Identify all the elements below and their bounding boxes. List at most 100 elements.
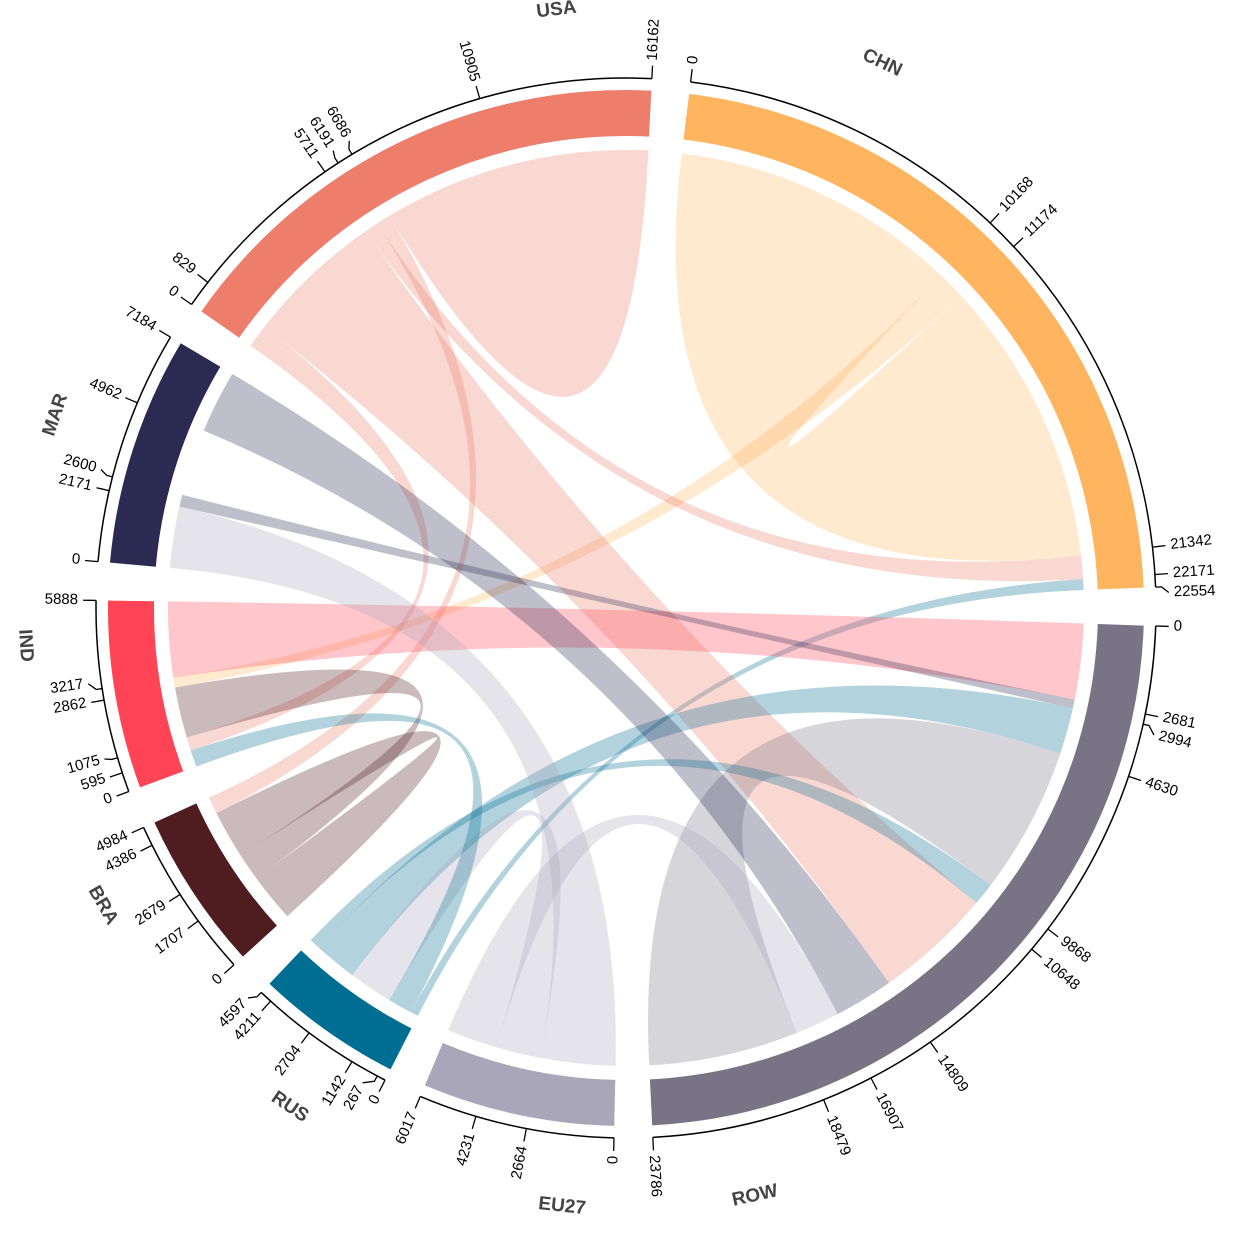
tick-mark xyxy=(471,1116,477,1129)
tick-mark xyxy=(300,1032,310,1044)
tick-mark xyxy=(870,1077,878,1090)
tick-mark xyxy=(989,213,1000,224)
tick-mark xyxy=(475,85,481,99)
axis-bra xyxy=(142,827,235,966)
chord-ind-row xyxy=(167,601,1084,700)
tick-mark xyxy=(414,1096,421,1109)
sector-tracks xyxy=(108,89,1144,1126)
sector-track-row xyxy=(649,624,1144,1126)
tick-mark xyxy=(332,150,339,164)
tick-mark xyxy=(523,1128,527,1142)
tick-label: 2994 xyxy=(1157,727,1193,751)
tick-label: 0 xyxy=(208,970,226,988)
tick-mark xyxy=(187,920,199,930)
tick-label: 11174 xyxy=(1021,201,1061,240)
tick-label: 2862 xyxy=(52,694,88,717)
tick-mark xyxy=(87,683,103,691)
tick-label: 6017 xyxy=(392,1110,421,1147)
tick-mark xyxy=(158,329,171,338)
axis-eu27 xyxy=(419,1095,614,1139)
chord-eu27-rus xyxy=(352,810,561,1058)
tick-mark xyxy=(1145,713,1159,718)
tick-label: 9868 xyxy=(1057,933,1094,967)
tick-label: 2704 xyxy=(271,1042,305,1079)
tick-label: 10905 xyxy=(456,39,484,84)
tick-label: 3217 xyxy=(49,676,84,697)
tick-mark xyxy=(1154,573,1168,576)
chord-usa-ind xyxy=(186,326,429,751)
tick-mark xyxy=(100,469,113,478)
tick-label: 10168 xyxy=(996,173,1037,215)
chord-mar-row xyxy=(179,494,1075,709)
sector-track-usa xyxy=(201,89,652,338)
sector-track-bra xyxy=(154,803,277,957)
tick-mark xyxy=(689,68,693,83)
tick-mark xyxy=(85,559,99,563)
tick-label: 0 xyxy=(365,1092,384,1107)
tick-label: 22554 xyxy=(1174,582,1216,600)
chord-eu27-mar xyxy=(169,506,616,1066)
tick-mark xyxy=(317,160,326,173)
tick-label: 4962 xyxy=(87,375,124,404)
tick-mark xyxy=(823,1099,830,1113)
axis-row xyxy=(652,625,1157,1139)
chord-rus-row xyxy=(318,685,1073,976)
tick-mark xyxy=(91,699,105,704)
tick-label: 21342 xyxy=(1169,531,1212,553)
tick-mark xyxy=(116,790,130,797)
chords-layer xyxy=(167,149,1084,1066)
sector-track-rus xyxy=(269,950,412,1070)
sector-track-mar xyxy=(109,343,221,567)
sector-track-eu27 xyxy=(424,1042,616,1126)
sector-label-chn: CHN xyxy=(859,44,905,81)
tick-label: 16162 xyxy=(644,19,663,61)
tick-mark xyxy=(1128,775,1142,782)
tick-label: 0 xyxy=(101,789,115,808)
chord-row-row xyxy=(648,718,1061,1066)
tick-label: 5888 xyxy=(45,591,79,608)
tick-label: 0 xyxy=(1173,618,1182,635)
sector-track-ind xyxy=(108,600,184,788)
chord-eu27-row xyxy=(448,814,838,1048)
tick-mark xyxy=(1155,586,1170,593)
tick-label: 14809 xyxy=(934,1051,972,1095)
tick-mark xyxy=(131,826,144,834)
tick-mark xyxy=(362,1075,378,1084)
tick-label: 23786 xyxy=(646,1155,665,1198)
axis-rus xyxy=(260,991,386,1081)
tick-label: 0 xyxy=(604,1156,621,1165)
tick-label: 18479 xyxy=(823,1113,854,1158)
tick-label: 1707 xyxy=(151,924,188,957)
axis-ind xyxy=(95,600,130,792)
axis-usa xyxy=(190,77,652,305)
sector-label-rus: RUS xyxy=(267,1087,312,1127)
tick-label: 0 xyxy=(165,282,182,301)
tick-label: 2681 xyxy=(1161,709,1197,732)
chord-bra-ind xyxy=(175,669,423,879)
tick-label: 2171 xyxy=(57,470,93,494)
sector-label-usa: USA xyxy=(535,0,578,22)
tick-mark xyxy=(125,397,138,404)
tick-mark xyxy=(1142,723,1155,736)
tick-label: 2664 xyxy=(508,1145,531,1181)
tick-label: 4231 xyxy=(453,1131,479,1168)
sector-track-chn xyxy=(683,93,1144,590)
sector-label-bra: BRA xyxy=(84,882,123,928)
sector-label-row: ROW xyxy=(730,1180,780,1210)
tick-mark xyxy=(96,487,110,492)
tick-mark xyxy=(140,844,153,852)
sector-label-mar: MAR xyxy=(38,391,72,439)
tick-mark xyxy=(248,992,262,999)
tick-mark xyxy=(168,893,181,902)
tick-label: 0 xyxy=(71,550,81,568)
tick-mark xyxy=(1047,928,1059,938)
tick-mark xyxy=(651,65,654,79)
tick-mark xyxy=(223,964,235,974)
tick-label: 0 xyxy=(684,55,702,65)
chord-usa-bra xyxy=(209,215,477,814)
tick-mark xyxy=(261,1000,272,1012)
tick-mark xyxy=(109,772,123,778)
tick-mark xyxy=(929,1041,939,1053)
tick-mark xyxy=(378,1079,386,1092)
